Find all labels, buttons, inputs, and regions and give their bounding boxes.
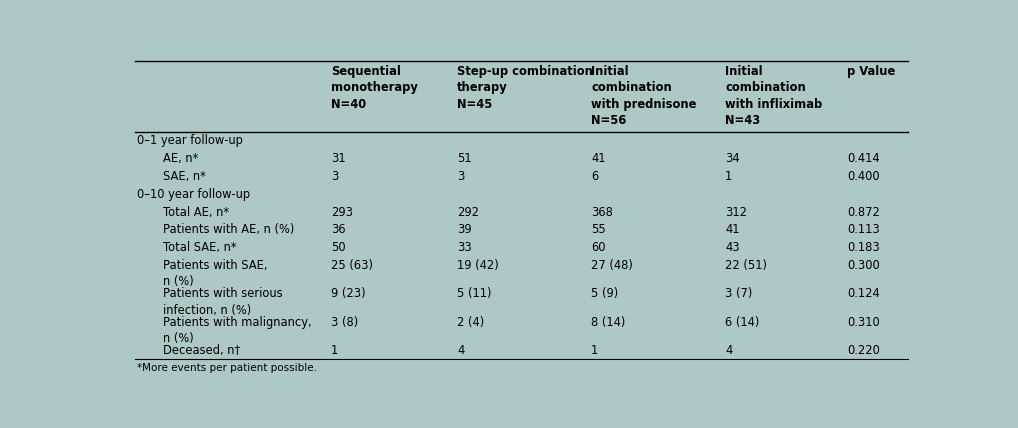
Text: 4: 4	[457, 344, 464, 357]
Text: Initial
combination
with infliximab
N=43: Initial combination with infliximab N=43	[725, 65, 823, 127]
Text: 39: 39	[457, 223, 471, 236]
Text: 34: 34	[725, 152, 740, 165]
Text: 3 (8): 3 (8)	[331, 316, 358, 329]
Text: Patients with AE, n (%): Patients with AE, n (%)	[163, 223, 294, 236]
Text: Patients with malignancy,
n (%): Patients with malignancy, n (%)	[163, 316, 312, 345]
Text: 0.310: 0.310	[847, 316, 880, 329]
Text: 2 (4): 2 (4)	[457, 316, 485, 329]
Text: 0.124: 0.124	[847, 287, 880, 300]
Text: 60: 60	[591, 241, 606, 254]
Text: 51: 51	[457, 152, 471, 165]
Text: SAE, n*: SAE, n*	[163, 170, 206, 183]
Text: 3 (7): 3 (7)	[725, 287, 752, 300]
Text: 0.183: 0.183	[847, 241, 880, 254]
Text: 31: 31	[331, 152, 345, 165]
Text: 293: 293	[331, 205, 353, 219]
Text: 6: 6	[591, 170, 599, 183]
Text: 292: 292	[457, 205, 479, 219]
Text: 368: 368	[591, 205, 613, 219]
Text: Total AE, n*: Total AE, n*	[163, 205, 229, 219]
Text: 0–1 year follow-up: 0–1 year follow-up	[136, 134, 242, 147]
Text: 0.872: 0.872	[847, 205, 880, 219]
Text: Patients with SAE,
n (%): Patients with SAE, n (%)	[163, 259, 268, 288]
Text: 3: 3	[457, 170, 464, 183]
Text: AE, n*: AE, n*	[163, 152, 199, 165]
Text: 0–10 year follow-up: 0–10 year follow-up	[136, 188, 249, 201]
Text: Initial
combination
with prednisone
N=56: Initial combination with prednisone N=56	[591, 65, 696, 127]
Text: Sequential
monotherapy
N=40: Sequential monotherapy N=40	[331, 65, 417, 110]
Text: 4: 4	[725, 344, 733, 357]
Text: 55: 55	[591, 223, 606, 236]
Text: 0.300: 0.300	[847, 259, 880, 272]
Text: 41: 41	[591, 152, 606, 165]
Text: 312: 312	[725, 205, 747, 219]
Text: 3: 3	[331, 170, 338, 183]
Text: Patients with serious
infection, n (%): Patients with serious infection, n (%)	[163, 287, 282, 317]
Text: 50: 50	[331, 241, 345, 254]
Text: 5 (9): 5 (9)	[591, 287, 618, 300]
Text: 1: 1	[725, 170, 733, 183]
Text: 0.220: 0.220	[847, 344, 880, 357]
Text: 0.400: 0.400	[847, 170, 880, 183]
Text: 5 (11): 5 (11)	[457, 287, 492, 300]
Text: 0.414: 0.414	[847, 152, 880, 165]
Text: 1: 1	[331, 344, 338, 357]
Text: 27 (48): 27 (48)	[591, 259, 633, 272]
Text: 25 (63): 25 (63)	[331, 259, 373, 272]
Text: Total SAE, n*: Total SAE, n*	[163, 241, 236, 254]
Text: 33: 33	[457, 241, 471, 254]
Text: Deceased, n†: Deceased, n†	[163, 344, 240, 357]
Text: 22 (51): 22 (51)	[725, 259, 768, 272]
Text: Step-up combination
therapy
N=45: Step-up combination therapy N=45	[457, 65, 592, 110]
Text: 41: 41	[725, 223, 740, 236]
Text: 9 (23): 9 (23)	[331, 287, 365, 300]
Text: 1: 1	[591, 344, 599, 357]
Text: *More events per patient possible.: *More events per patient possible.	[136, 363, 317, 374]
Text: 0.113: 0.113	[847, 223, 880, 236]
Text: 19 (42): 19 (42)	[457, 259, 499, 272]
Text: 6 (14): 6 (14)	[725, 316, 759, 329]
Text: 43: 43	[725, 241, 740, 254]
Text: 8 (14): 8 (14)	[591, 316, 625, 329]
Text: p Value: p Value	[847, 65, 895, 77]
Text: 36: 36	[331, 223, 345, 236]
